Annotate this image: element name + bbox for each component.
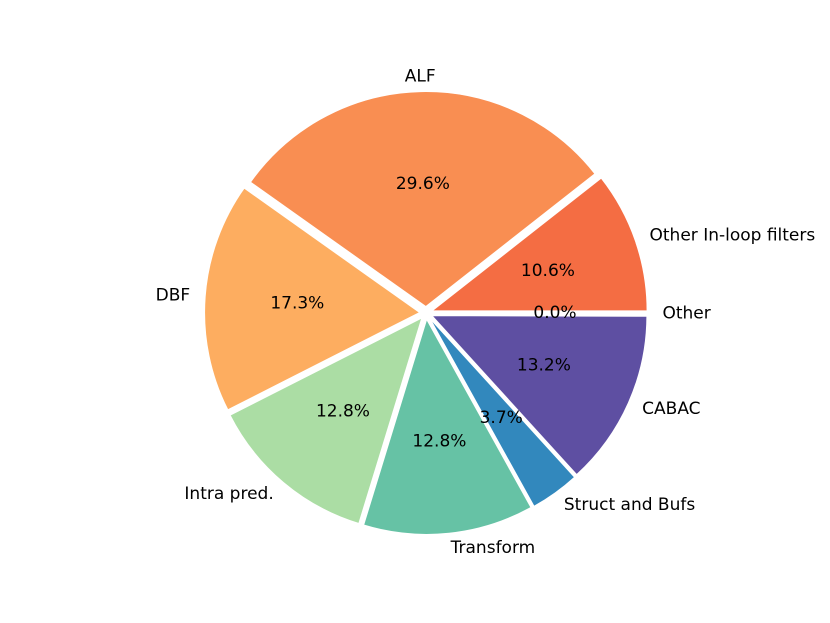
pie-labels: 10.6% Other In-loop filters 29.6% ALF 17.3% D… bbox=[156, 67, 816, 559]
pie-slice-other-in-loop-filters bbox=[430, 177, 648, 312]
pie-slice-transform bbox=[363, 318, 532, 535]
pie-slice-alf bbox=[249, 91, 596, 308]
pie-slice-dbf bbox=[204, 187, 421, 411]
pct-label: 3.7% bbox=[480, 408, 523, 428]
pie-slice-struct-and-bufs bbox=[429, 317, 576, 507]
slice-label: Transform bbox=[450, 538, 536, 558]
pct-label: 10.6% bbox=[521, 261, 575, 281]
slice-label: Intra pred. bbox=[184, 484, 273, 504]
pie-slice-intra-pred bbox=[229, 316, 423, 525]
slice-label: ALF bbox=[405, 67, 436, 87]
pie-slice-other bbox=[432, 312, 648, 315]
pie-slices bbox=[204, 91, 648, 535]
pct-label: 13.2% bbox=[517, 355, 571, 375]
slice-label: Struct and Bufs bbox=[564, 495, 695, 515]
slice-label: Other bbox=[662, 303, 710, 323]
pie-slice-cabac bbox=[430, 315, 648, 476]
pct-label: 12.8% bbox=[316, 402, 370, 422]
pct-label: 29.6% bbox=[396, 174, 450, 194]
slice-label: Other In-loop filters bbox=[650, 226, 816, 246]
pct-label: 12.8% bbox=[412, 431, 466, 451]
slice-label: DBF bbox=[156, 286, 191, 306]
pct-label: 0.0% bbox=[533, 303, 576, 323]
slice-label: CABAC bbox=[642, 399, 700, 419]
pct-label: 17.3% bbox=[270, 293, 324, 313]
